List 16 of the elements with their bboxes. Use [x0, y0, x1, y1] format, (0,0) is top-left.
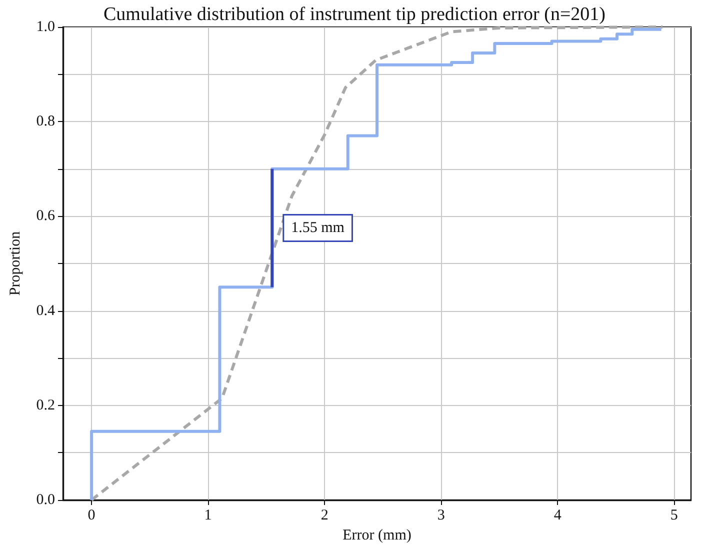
y-tick-label: 0.8 — [36, 114, 55, 130]
x-tick-label: 2 — [320, 508, 328, 524]
y-tick-label: 0.2 — [36, 397, 55, 414]
annotation: 1.55 mm — [291, 220, 345, 236]
y-tick-label: 0.4 — [36, 302, 56, 319]
x-tick-label: 4 — [554, 508, 562, 524]
x-tick-label: 0 — [88, 508, 96, 524]
y-tick-label: 0.6 — [36, 208, 56, 224]
chart-title: Cumulative distribution of instrument tip prediction error (n=201) — [104, 4, 606, 25]
x-tick-label: 1 — [204, 508, 212, 524]
x-tick-label: 5 — [670, 508, 678, 524]
y-tick-label: 1.0 — [36, 19, 55, 35]
y-tick-label: 0.0 — [36, 492, 55, 508]
x-tick-label: 3 — [437, 508, 445, 524]
x-axis-title: Error (mm) — [342, 527, 412, 544]
y-axis-title: Proportion — [8, 230, 24, 296]
